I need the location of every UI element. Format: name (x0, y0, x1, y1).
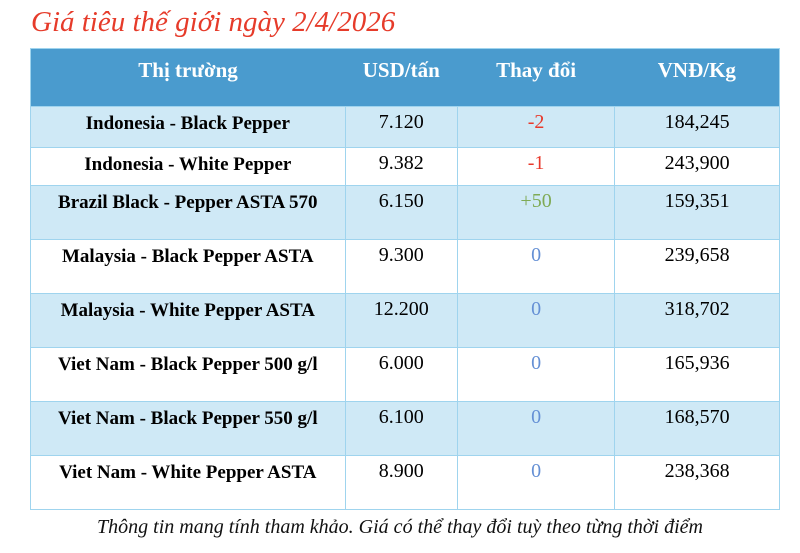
vnd-cell: 238,368 (614, 455, 780, 510)
change-cell: 0 (456, 455, 616, 510)
table-row: Malaysia - Black Pepper ASTA 9.300 0 239… (30, 239, 780, 294)
change-cell: 0 (456, 347, 616, 402)
table-row: Viet Nam - Black Pepper 500 g/l 6.000 0 … (30, 347, 780, 402)
disclaimer-text: Thông tin mang tính tham khảo. Giá có th… (97, 516, 703, 538)
change-cell: 0 (456, 239, 616, 294)
column-header-change: Thay đổi (457, 48, 615, 107)
table-row: Viet Nam - Black Pepper 550 g/l 6.100 0 … (30, 401, 780, 456)
market-cell: Viet Nam - Black Pepper 550 g/l (30, 401, 346, 456)
vnd-cell: 239,658 (614, 239, 780, 294)
usd-cell: 7.120 (344, 106, 458, 148)
change-cell: 0 (456, 293, 616, 348)
vnd-cell: 243,900 (614, 147, 780, 186)
vnd-cell: 184,245 (614, 106, 780, 148)
table-header-row: Thị trường USD/tấn Thay đổi VNĐ/Kg (30, 48, 780, 107)
change-cell: -1 (456, 147, 616, 186)
table-row: Viet Nam - White Pepper ASTA 8.900 0 238… (30, 455, 780, 510)
table-row: Brazil Black - Pepper ASTA 570 6.150 +50… (30, 185, 780, 240)
market-cell: Viet Nam - Black Pepper 500 g/l (30, 347, 346, 402)
column-header-usd-per-ton: USD/tấn (345, 48, 458, 107)
market-cell: Brazil Black - Pepper ASTA 570 (30, 185, 346, 240)
market-cell: Malaysia - Black Pepper ASTA (30, 239, 346, 294)
change-cell: -2 (456, 106, 616, 148)
change-cell: +50 (456, 185, 616, 240)
usd-cell: 8.900 (344, 455, 458, 510)
change-cell: 0 (456, 401, 616, 456)
usd-cell: 9.300 (344, 239, 458, 294)
table-row: Indonesia - White Pepper 9.382 -1 243,90… (30, 147, 780, 186)
page-title: Giá tiêu thế giới ngày 2/4/2026 (31, 6, 396, 38)
market-cell: Viet Nam - White Pepper ASTA (30, 455, 346, 510)
usd-cell: 6.000 (344, 347, 458, 402)
usd-cell: 6.150 (344, 185, 458, 240)
vnd-cell: 318,702 (614, 293, 780, 348)
market-cell: Indonesia - Black Pepper (30, 106, 346, 148)
column-header-vnd-per-kg: VNĐ/Kg (614, 48, 780, 107)
usd-cell: 12.200 (344, 293, 458, 348)
vnd-cell: 168,570 (614, 401, 780, 456)
vnd-cell: 159,351 (614, 185, 780, 240)
column-header-market: Thị trường (30, 48, 346, 107)
market-cell: Indonesia - White Pepper (30, 147, 346, 186)
table-row: Indonesia - Black Pepper 7.120 -2 184,24… (30, 106, 780, 148)
usd-cell: 6.100 (344, 401, 458, 456)
table-row: Malaysia - White Pepper ASTA 12.200 0 31… (30, 293, 780, 348)
usd-cell: 9.382 (344, 147, 458, 186)
vnd-cell: 165,936 (614, 347, 780, 402)
market-cell: Malaysia - White Pepper ASTA (30, 293, 346, 348)
price-table: Thị trường USD/tấn Thay đổi VNĐ/Kg Indon… (30, 48, 780, 510)
